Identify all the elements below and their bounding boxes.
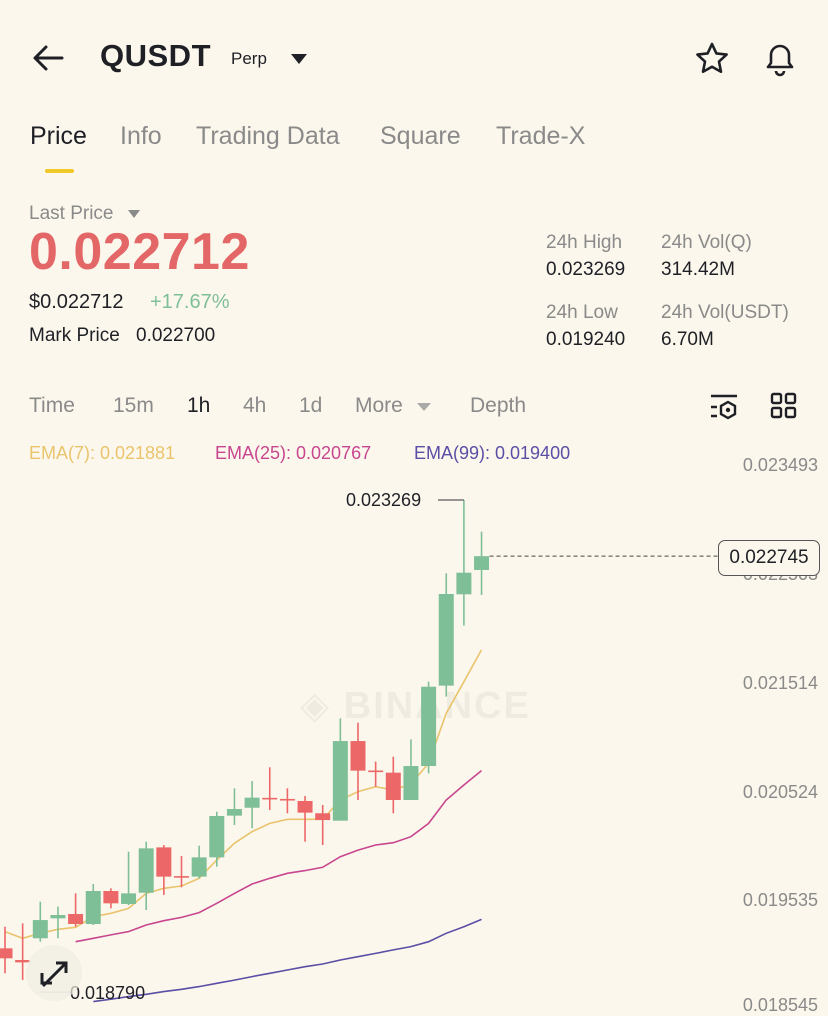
- candle-down: [103, 890, 119, 904]
- candle-up: [121, 893, 137, 904]
- fullscreen-button[interactable]: [26, 945, 82, 1001]
- last-price: 0.022712: [29, 223, 250, 281]
- expand-icon[interactable]: [26, 945, 82, 1001]
- candle-up: [403, 766, 419, 800]
- ema25-line: [75, 769, 483, 943]
- candle-up: [456, 572, 472, 595]
- last-price-label[interactable]: Last Price: [29, 203, 114, 224]
- timeframe-1h[interactable]: 1h: [187, 394, 211, 417]
- ema99-line: [93, 918, 482, 1003]
- y-axis-tick: 0.021514: [742, 673, 818, 693]
- candle-up: [244, 797, 260, 808]
- candle-up: [226, 809, 242, 816]
- candle-up: [209, 815, 225, 858]
- tab-price[interactable]: Price: [30, 122, 87, 150]
- indicator-settings-icon[interactable]: [709, 394, 739, 422]
- grid-layout-icon[interactable]: [770, 392, 798, 420]
- tab-trading-data[interactable]: Trading Data: [196, 122, 340, 150]
- timeframe-4h[interactable]: 4h: [243, 394, 267, 417]
- timeframe-15m[interactable]: 15m: [113, 394, 154, 417]
- y-axis-tick: 0.023493: [742, 455, 818, 475]
- candle-down: [0, 948, 13, 959]
- mark-price-label: Mark Price: [29, 325, 120, 346]
- low-marker-label: 0.018790: [70, 983, 146, 1003]
- tab-info[interactable]: Info: [120, 122, 162, 150]
- 24h-low-label: 24h Low: [546, 302, 618, 323]
- ema7-line: [4, 649, 483, 940]
- high-marker-label: 0.023269: [346, 490, 422, 510]
- candle-down: [350, 741, 366, 771]
- 24h-high-label: 24h High: [546, 232, 623, 253]
- ema99-legend: EMA(99): 0.019400: [414, 443, 571, 463]
- candle-down: [262, 797, 278, 800]
- bell-icon[interactable]: [762, 38, 798, 78]
- candle-down: [368, 770, 384, 773]
- timeframe-more[interactable]: More: [355, 394, 403, 417]
- timeframe-1d[interactable]: 1d: [299, 394, 323, 417]
- candle-down: [156, 847, 172, 877]
- 24h-low: 0.019240: [546, 329, 626, 350]
- candle-up: [32, 920, 48, 939]
- tab-square[interactable]: Square: [380, 122, 461, 150]
- contract-type[interactable]: Perp: [231, 49, 267, 68]
- 24h-volq-label: 24h Vol(Q): [661, 232, 752, 253]
- candle-down: [315, 813, 331, 821]
- 24h-volusdt-label: 24h Vol(USDT): [661, 302, 789, 323]
- candle-down: [68, 914, 84, 925]
- candle-up: [191, 857, 207, 877]
- current-price-label: 0.022745: [718, 540, 820, 576]
- y-axis-tick: 0.020524: [742, 782, 818, 802]
- ema7-legend: EMA(7): 0.021881: [29, 443, 176, 463]
- more-dropdown-icon[interactable]: [416, 402, 432, 412]
- dropdown-triangle-icon[interactable]: [127, 209, 141, 219]
- 24h-high: 0.023269: [546, 259, 626, 280]
- star-icon[interactable]: [694, 41, 730, 77]
- 24h-volusdt: 6.70M: [661, 329, 714, 350]
- mark-price: 0.022700: [136, 325, 216, 346]
- candle-down: [279, 798, 295, 801]
- candle-up: [85, 890, 101, 925]
- price-change: +17.67%: [150, 291, 230, 313]
- candle-up: [474, 556, 490, 570]
- candle-down: [15, 960, 31, 963]
- dropdown-triangle-icon[interactable]: [289, 52, 309, 66]
- active-tab-indicator: [45, 169, 74, 173]
- symbol-title[interactable]: QUSDT: [100, 38, 211, 73]
- candle-down: [297, 800, 313, 813]
- candle-up: [138, 848, 154, 893]
- 24h-volq: 314.42M: [661, 259, 735, 280]
- candle-down: [385, 772, 401, 800]
- binance-watermark: ◈ BINANCE: [300, 685, 531, 727]
- back-arrow-icon[interactable]: [28, 38, 68, 78]
- timeframe-time[interactable]: Time: [29, 394, 75, 417]
- usd-price: $0.022712: [29, 291, 124, 313]
- tab-trade-x[interactable]: Trade-X: [496, 122, 586, 150]
- candle-up: [438, 593, 454, 686]
- candle-up: [332, 741, 348, 821]
- ema25-legend: EMA(25): 0.020767: [215, 443, 372, 463]
- candle-down: [174, 876, 189, 878]
- candle-up: [421, 686, 437, 767]
- timeframe-depth[interactable]: Depth: [470, 394, 527, 417]
- candle-up: [50, 915, 66, 919]
- y-axis-tick: 0.019535: [742, 890, 818, 910]
